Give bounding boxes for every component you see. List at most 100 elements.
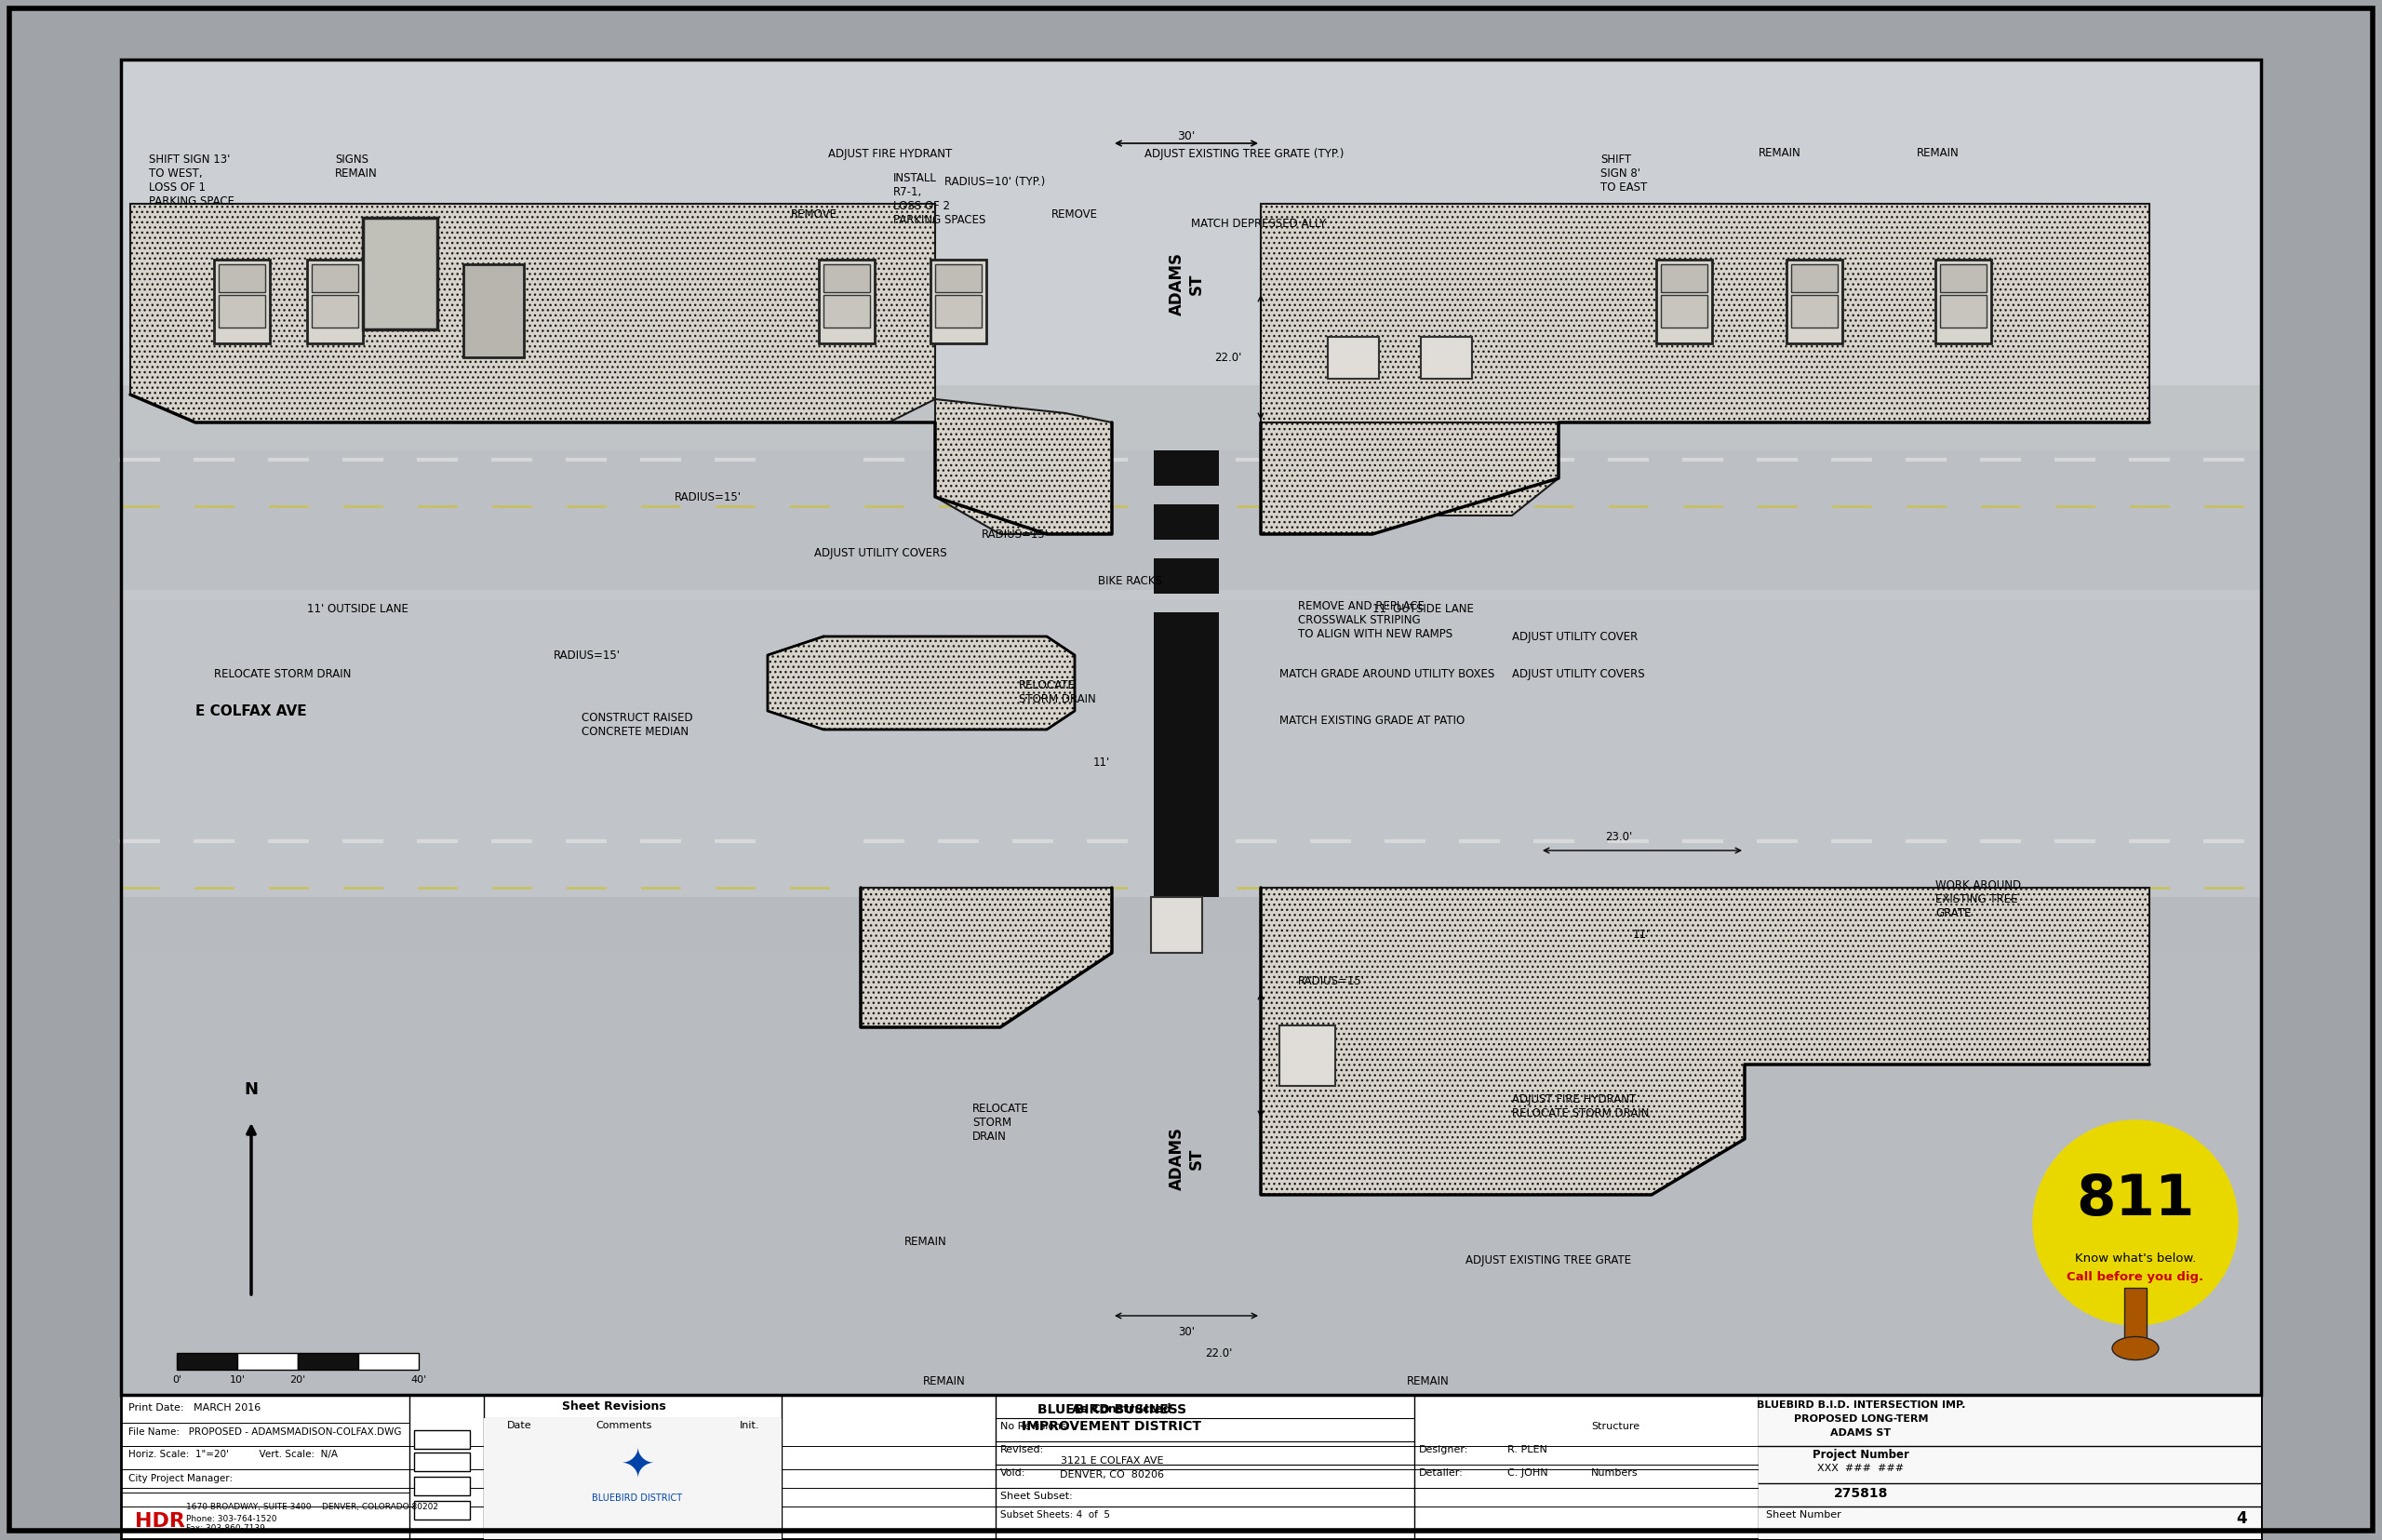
Text: Structure: Structure [1591,1421,1639,1431]
Text: Phone: 303-764-1520: Phone: 303-764-1520 [186,1514,276,1523]
Text: Sheet Subset:: Sheet Subset: [1000,1491,1072,1500]
Bar [312,265,357,293]
Text: Horiz. Scale:  1"=20'          Vert. Scale:  N/A: Horiz. Scale: 1"=20' Vert. Scale: N/A [129,1449,338,1458]
Polygon shape [1260,889,2149,1195]
Text: RADIUS=15': RADIUS=15' [674,491,741,504]
Text: 11': 11' [1093,756,1110,768]
Text: Detailer:: Detailer: [1420,1468,1463,1477]
Text: BLUEBIRD B.I.D. INTERSECTION IMP.: BLUEBIRD B.I.D. INTERSECTION IMP. [1756,1400,1965,1409]
Bar [121,387,2261,590]
Bar [1153,721,1220,756]
Text: RADIUS=15': RADIUS=15' [981,528,1048,541]
Text: REMAIN: REMAIN [1408,1375,1451,1388]
Text: REMOVE AND REPLACE
CROSSWALK STRIPING
TO ALIGN WITH NEW RAMPS: REMOVE AND REPLACE CROSSWALK STRIPING TO… [1298,599,1453,639]
Bar [1329,337,1379,379]
Text: Know what's below.: Know what's below. [2075,1252,2196,1264]
Text: REMAIN: REMAIN [905,1235,948,1247]
Bar [1153,775,1220,810]
Text: PROPOSED LONG-TERM: PROPOSED LONG-TERM [1794,1414,1927,1423]
Text: BLUEBIRD DISTRICT: BLUEBIRD DISTRICT [593,1492,684,1502]
Text: 22.0': 22.0' [1215,353,1241,363]
Text: RELOCATE
STORM DRAIN: RELOCATE STORM DRAIN [1019,679,1096,705]
Text: Sheet Number: Sheet Number [1765,1509,1841,1518]
Bar [1934,260,1991,343]
Text: Subset Sheets: 4  of  5: Subset Sheets: 4 of 5 [1000,1509,1110,1518]
Bar [1153,862,1220,898]
Polygon shape [860,889,1112,1027]
Bar [121,898,2261,1455]
Text: No Revisions:: No Revisions: [1000,1421,1070,1431]
Text: REMOVE: REMOVE [1050,208,1098,220]
Text: 0': 0' [172,1375,181,1384]
Polygon shape [1260,424,1558,534]
Text: 11' OUTSIDE LANE: 11' OUTSIDE LANE [307,604,407,614]
Text: 275818: 275818 [1834,1486,1889,1498]
Text: ADJUST FIRE HYDRANT: ADJUST FIRE HYDRANT [829,148,953,160]
Text: ADAMS ST: ADAMS ST [1832,1428,1891,1437]
Text: City Project Manager:: City Project Manager: [129,1474,233,1483]
Text: SHIFT
SIGN 8'
TO EAST: SHIFT SIGN 8' TO EAST [1601,154,1648,194]
Text: 20': 20' [291,1375,305,1384]
Bar [1153,559,1220,594]
Bar [1758,1395,2261,1538]
Text: Date: Date [507,1420,531,1429]
Bar [936,296,981,328]
Bar [2125,1287,2146,1344]
Text: 23.0': 23.0' [1605,832,1632,842]
Bar [1422,337,1472,379]
Bar [1939,265,1987,293]
Bar [1153,667,1220,702]
Text: ADJUST EXISTING TREE GRATE: ADJUST EXISTING TREE GRATE [1465,1254,1632,1266]
Bar [1153,647,1220,682]
Bar [484,1418,781,1538]
Bar [121,599,2261,953]
Bar [238,1354,298,1369]
Bar [121,60,2261,451]
Bar [219,296,264,328]
Text: 11' OUTSIDE LANE: 11' OUTSIDE LANE [1372,604,1474,614]
Bar [1660,265,1708,293]
Bar [824,265,869,293]
Text: Fax: 303-860-7139: Fax: 303-860-7139 [186,1523,264,1532]
Text: 30': 30' [1177,131,1196,143]
Text: XXX  ###  ###: XXX ### ### [1817,1463,1903,1472]
Text: RADIUS=10' (TYP.): RADIUS=10' (TYP.) [943,176,1046,188]
Text: ADJUST UTILITY COVERS: ADJUST UTILITY COVERS [1513,668,1644,681]
Bar [462,265,524,357]
Text: File Name:   PROPOSED - ADAMSMADISON-COLFAX.DWG: File Name: PROPOSED - ADAMSMADISON-COLFA… [129,1426,403,1435]
Bar [414,1452,469,1471]
Text: SIGNS
REMAIN: SIGNS REMAIN [336,154,376,180]
Text: BLUEBIRD BUSINESS: BLUEBIRD BUSINESS [1039,1403,1186,1415]
Text: ADJUST UTILITY COVERS: ADJUST UTILITY COVERS [815,547,948,559]
Text: DENVER, CO  80206: DENVER, CO 80206 [1060,1469,1165,1478]
Bar [1153,755,1220,790]
Bar [176,1354,238,1369]
Bar [1660,296,1708,328]
Bar [1153,451,1220,487]
Text: Comments: Comments [596,1420,653,1429]
Bar [312,296,357,328]
Text: RADIUS=15': RADIUS=15' [553,650,622,662]
Bar [307,260,362,343]
Ellipse shape [2113,1337,2158,1360]
Text: 10': 10' [229,1375,245,1384]
Text: 1670 BROADWAY, SUITE 3400    DENVER, COLORADO 80202: 1670 BROADWAY, SUITE 3400 DENVER, COLORA… [186,1502,438,1511]
Text: Call before you dig.: Call before you dig. [2068,1270,2203,1283]
Text: CONSTRUCT RAISED
CONCRETE MEDIAN: CONSTRUCT RAISED CONCRETE MEDIAN [581,711,693,738]
Bar [414,1431,469,1449]
Bar [1655,260,1713,343]
Text: As Constructed: As Constructed [1072,1403,1172,1414]
Bar [1791,265,1837,293]
Text: 22.0': 22.0' [1205,1348,1231,1360]
Bar [357,1354,419,1369]
Polygon shape [1260,205,2149,516]
Bar [1153,505,1220,541]
Text: E COLFAX AVE: E COLFAX AVE [195,704,307,718]
Bar [298,1354,357,1369]
Text: 30': 30' [1179,1326,1196,1337]
Text: RELOCATE
STORM
DRAIN: RELOCATE STORM DRAIN [972,1103,1029,1143]
Text: ADJUST EXISTING TREE GRATE (TYP.): ADJUST EXISTING TREE GRATE (TYP.) [1143,148,1343,160]
Text: REMAIN: REMAIN [1918,148,1960,160]
Text: RELOCATE STORM DRAIN: RELOCATE STORM DRAIN [214,668,350,681]
Text: Numbers: Numbers [1591,1468,1639,1477]
